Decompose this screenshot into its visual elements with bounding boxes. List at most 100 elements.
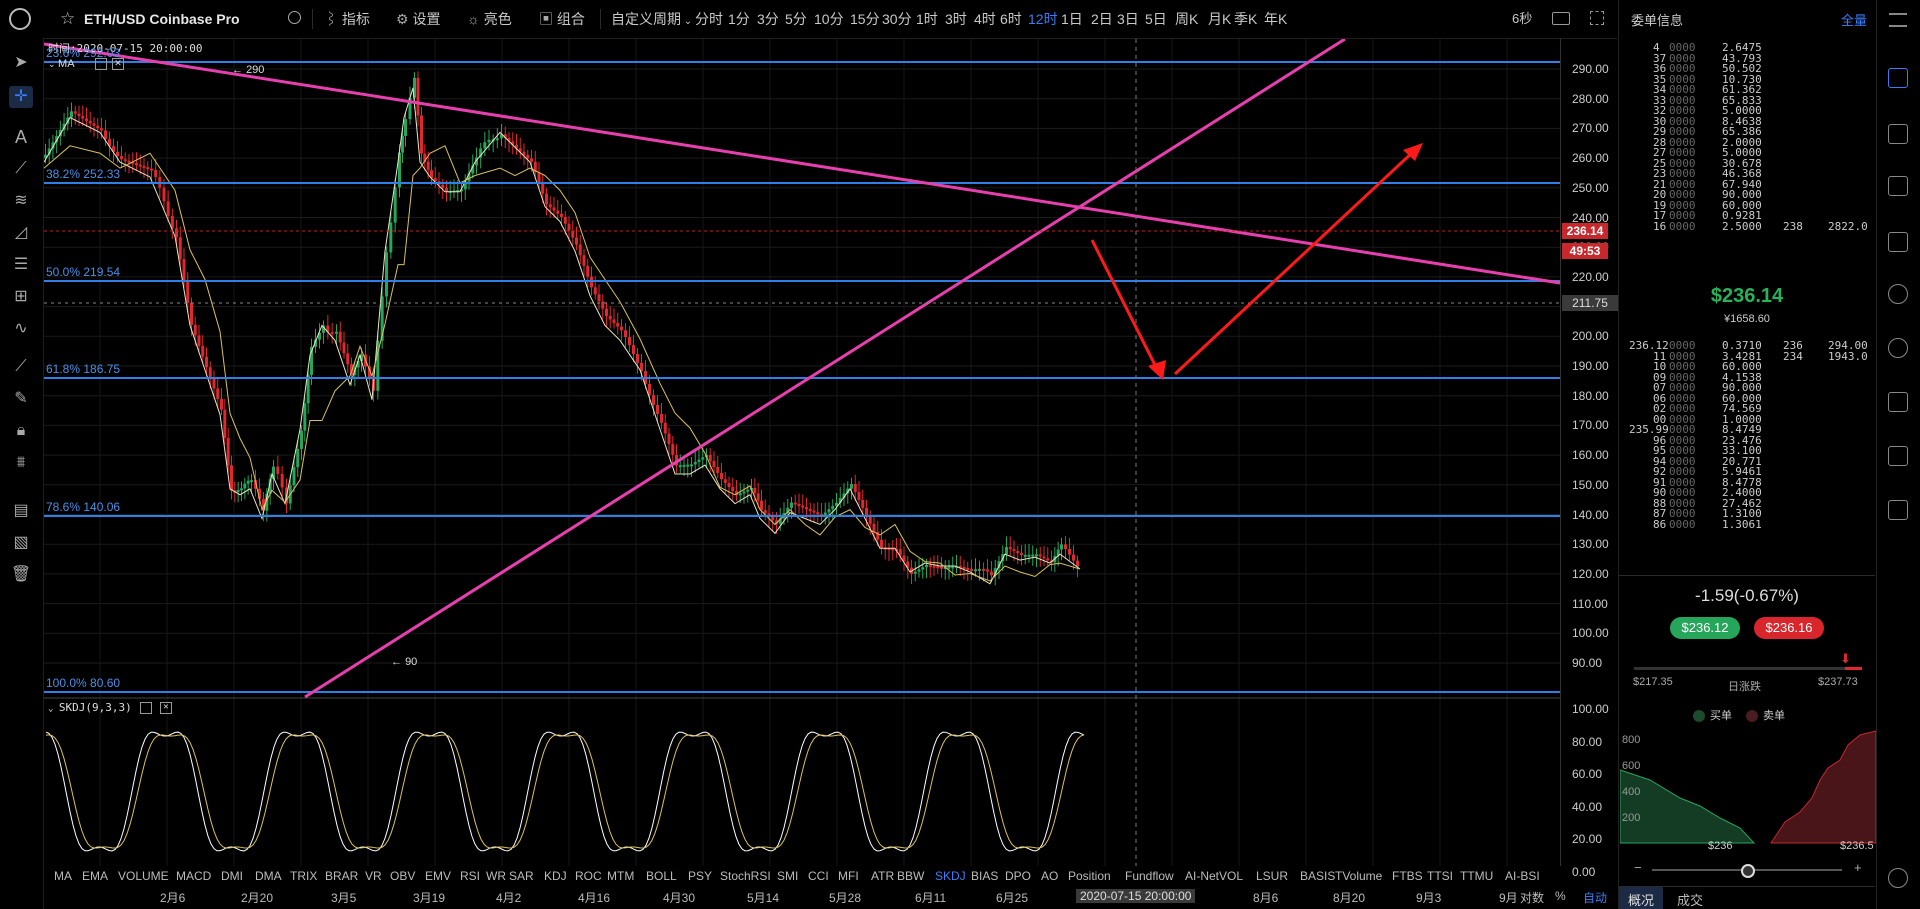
- indicator-tab-wr[interactable]: WR: [486, 869, 506, 883]
- indicator-tab-brar[interactable]: BRAR: [325, 869, 359, 883]
- theme-button[interactable]: ☼ 亮色: [467, 11, 512, 27]
- indicator-tab-atr[interactable]: ATR: [871, 869, 895, 883]
- period-17[interactable]: 月K: [1208, 11, 1232, 27]
- indicator-tab-cci[interactable]: CCI: [808, 869, 829, 883]
- ask-row[interactable]: 21 0000 67.940: [1653, 177, 1762, 191]
- document-icon[interactable]: [1888, 124, 1908, 144]
- person-icon[interactable]: [1888, 868, 1908, 888]
- indicator-tab-emv[interactable]: EMV: [425, 869, 452, 883]
- ask-row[interactable]: 35 0000 10.730: [1653, 72, 1762, 86]
- indicator-tab-basis[interactable]: BASIS: [1300, 869, 1336, 883]
- w-icon[interactable]: [1888, 446, 1908, 466]
- ask-row[interactable]: 16 0000 2.5000 238 2822.0: [1653, 219, 1868, 233]
- ask-price-button[interactable]: $236.16: [1754, 617, 1824, 639]
- symbol-title[interactable]: ETH/USD Coinbase Pro: [84, 11, 240, 27]
- indicators-button[interactable]: ⌇ 指标: [324, 11, 370, 27]
- app-logo-icon[interactable]: [9, 8, 31, 30]
- settings-small-icon[interactable]: [140, 702, 153, 714]
- menu-icon[interactable]: [1889, 13, 1907, 27]
- ask-row[interactable]: 32 0000 5.0000: [1653, 104, 1762, 117]
- bid-row[interactable]: 09 0000 4.1538: [1653, 370, 1762, 384]
- bid-row[interactable]: 10 0000 60.000: [1653, 360, 1762, 373]
- bid-row[interactable]: 86 0000 1.3061: [1653, 517, 1762, 531]
- pro-icon[interactable]: [1888, 500, 1908, 520]
- indicator-tab-position[interactable]: Position: [1068, 869, 1111, 883]
- indicator-tab-kdj[interactable]: KDJ: [544, 869, 567, 883]
- indicator-tab-obv[interactable]: OBV: [390, 869, 416, 883]
- period-5[interactable]: 15分: [850, 11, 880, 27]
- clock-icon[interactable]: [1888, 284, 1908, 304]
- indicator-tab-ttsi[interactable]: TTSI: [1427, 869, 1453, 883]
- indicator-tab-volume[interactable]: VOLUME: [118, 869, 169, 883]
- trash-icon[interactable]: 🗑︎: [10, 566, 32, 583]
- tab-trades[interactable]: 成交: [1677, 893, 1704, 908]
- indicator-tab-ai-netvol[interactable]: AI-NetVOL: [1185, 869, 1244, 883]
- indicator-tab-roc[interactable]: ROC: [575, 869, 602, 883]
- indicator-tab-ma[interactable]: MA: [54, 869, 72, 883]
- indicator-tab-sar[interactable]: SAR: [509, 869, 534, 883]
- bid-row[interactable]: 00 0000 1.0000: [1653, 412, 1762, 426]
- compass-icon[interactable]: [1888, 338, 1908, 358]
- bar-chart-icon[interactable]: [1888, 176, 1908, 196]
- list-icon[interactable]: [1888, 392, 1908, 412]
- bid-row[interactable]: 88 0000 27.462: [1653, 496, 1762, 510]
- indicator-tab-dpo[interactable]: DPO: [1005, 869, 1032, 883]
- indicator-tab-bbw[interactable]: BBW: [897, 869, 925, 883]
- zoom-out-button[interactable]: −: [1634, 860, 1642, 875]
- ask-row[interactable]: 20 0000 90.000: [1653, 188, 1762, 201]
- favorite-star-icon[interactable]: ☆: [60, 9, 76, 28]
- fib-icon[interactable]: ≋: [14, 192, 28, 209]
- indicator-tab-rsi[interactable]: RSI: [460, 869, 481, 883]
- indicator-tab-macd[interactable]: MACD: [176, 869, 212, 883]
- search-icon[interactable]: [288, 11, 301, 24]
- grid-icon[interactable]: ⊞: [14, 288, 28, 305]
- price-chart[interactable]: [44, 39, 1619, 866]
- pen-icon[interactable]: ✎: [14, 390, 28, 407]
- custom-period-dropdown[interactable]: 自定义周期 ⌄: [611, 11, 693, 27]
- period-15[interactable]: 5日: [1145, 11, 1167, 27]
- indicator-tab-ao[interactable]: AO: [1041, 869, 1059, 883]
- indicator-tab-ai-bsi[interactable]: AI-BSI: [1505, 869, 1540, 883]
- cursor-icon[interactable]: ➤: [14, 54, 28, 71]
- period-13[interactable]: 2日: [1091, 11, 1113, 27]
- crosshair-icon[interactable]: ✛: [9, 86, 33, 108]
- ask-row[interactable]: 27 0000 5.0000: [1653, 146, 1762, 159]
- orderbook-icon[interactable]: [1888, 68, 1908, 88]
- tab-overview[interactable]: 概况: [1619, 887, 1663, 909]
- period-3[interactable]: 5分: [785, 11, 807, 27]
- bid-row[interactable]: 236.12 0000 0.3710 236 294.00: [1629, 339, 1868, 352]
- period-4[interactable]: 10分: [814, 11, 844, 27]
- close-icon[interactable]: ✕: [159, 702, 172, 714]
- zoom-slider-handle[interactable]: [1741, 864, 1755, 878]
- period-1[interactable]: 1分: [728, 11, 750, 27]
- settings-button[interactable]: ⚙ 设置: [396, 11, 441, 27]
- bid-row[interactable]: 94 0000 20.771: [1653, 454, 1762, 468]
- fullscreen-icon[interactable]: [1590, 11, 1604, 25]
- indicator-tab-trix[interactable]: TRIX: [290, 869, 318, 883]
- layers-icon[interactable]: ▤: [13, 502, 29, 519]
- indicator-tab-ema[interactable]: EMA: [82, 869, 109, 883]
- indicator-tab-psy[interactable]: PSY: [688, 869, 713, 883]
- period-10[interactable]: 6时: [1000, 11, 1022, 27]
- period-11[interactable]: 12时: [1028, 11, 1058, 27]
- ask-row[interactable]: 17 0000 0.9281: [1653, 209, 1762, 222]
- indicator-tab-dmi[interactable]: DMI: [221, 869, 243, 883]
- bid-row[interactable]: 96 0000 23.476: [1653, 433, 1762, 447]
- bid-row[interactable]: 92 0000 5.9461: [1653, 465, 1762, 478]
- image-icon[interactable]: ▧: [13, 534, 29, 551]
- period-14[interactable]: 3日: [1117, 11, 1139, 27]
- bid-row[interactable]: 11 0000 3.4281 234 1943.0: [1653, 349, 1868, 363]
- period-0[interactable]: 分时: [695, 11, 723, 27]
- indicator-tab-tvolume[interactable]: TVolume: [1335, 869, 1383, 883]
- bid-price-button[interactable]: $236.12: [1670, 617, 1740, 639]
- ask-row[interactable]: 29 0000 65.386: [1653, 125, 1762, 138]
- ask-row[interactable]: 36 0000 50.502: [1653, 62, 1762, 75]
- close-icon[interactable]: ✕: [112, 58, 125, 71]
- indicator-tab-ttmu[interactable]: TTMU: [1460, 869, 1494, 883]
- bid-row[interactable]: 91 0000 8.4778: [1653, 475, 1762, 489]
- period-8[interactable]: 3时: [945, 11, 967, 27]
- chevron-down-icon[interactable]: ⌄: [48, 704, 59, 714]
- bid-row[interactable]: 07 0000 90.000: [1653, 381, 1762, 394]
- camera-icon[interactable]: [1552, 12, 1570, 25]
- ask-row[interactable]: 23 0000 46.368: [1653, 167, 1762, 180]
